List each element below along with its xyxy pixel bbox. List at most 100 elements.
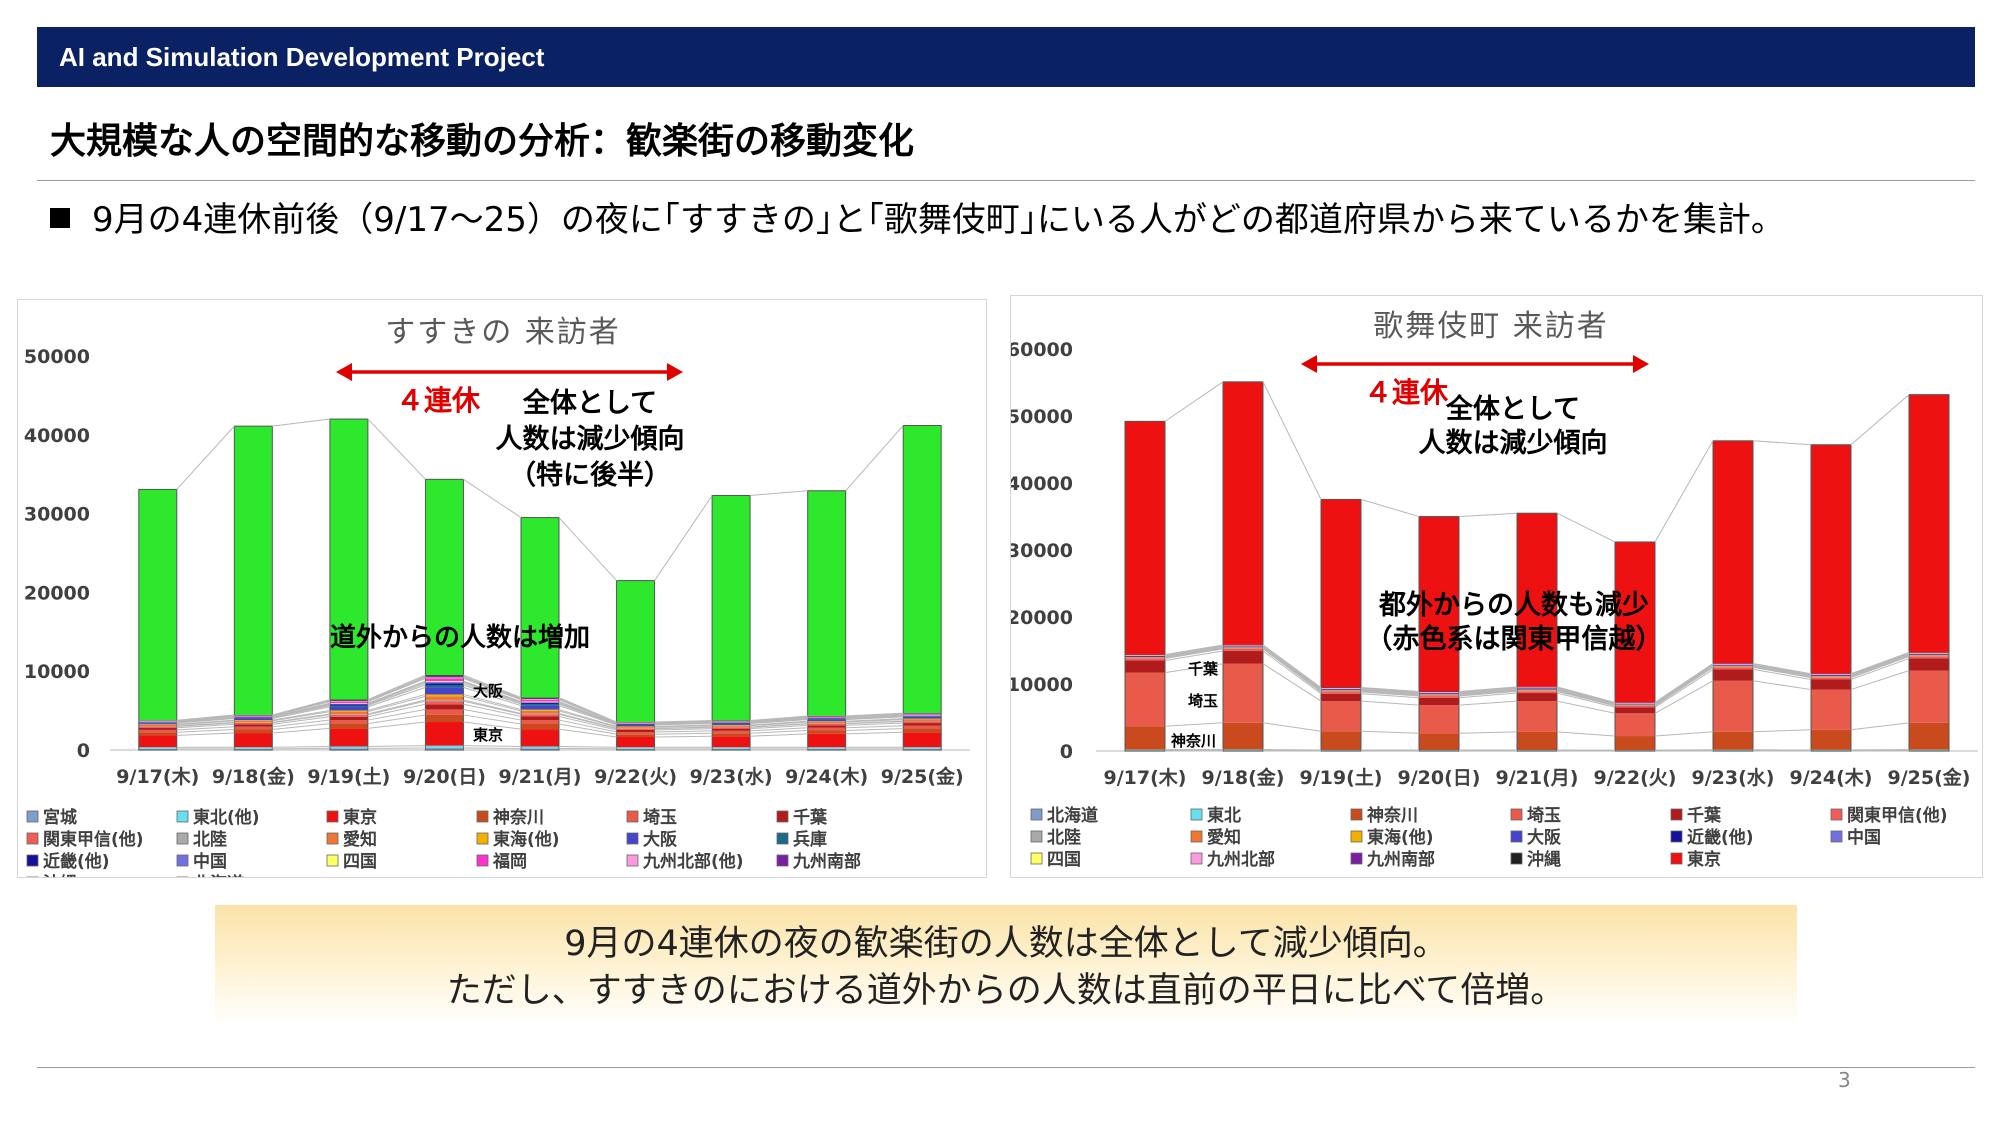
legend-label: 九州北部 [1206, 849, 1275, 870]
series-connector-line [367, 681, 426, 705]
series-connector-line [654, 726, 713, 729]
series-connector-line [1752, 440, 1812, 446]
bar-segment [329, 728, 368, 747]
bar-segment [138, 747, 177, 749]
bar-segment [616, 732, 655, 735]
bar-segment [1517, 690, 1557, 692]
bar-segment [1321, 691, 1361, 693]
series-connector-line [1556, 690, 1616, 706]
x-tick-label: 9/21(月) [1496, 767, 1579, 789]
series-connector-line [463, 681, 522, 703]
series-connector-line [272, 709, 330, 721]
bar-segment [1321, 731, 1361, 750]
bar-segment [521, 716, 559, 721]
bar-segment [1615, 704, 1655, 705]
series-connector-line [1164, 646, 1224, 658]
bar-segment [521, 723, 559, 730]
bar-segment [1615, 705, 1655, 708]
bar-outline [233, 425, 273, 751]
series-connector-line [367, 418, 426, 480]
overall-trend-note: 人数は減少傾向 [1419, 427, 1608, 459]
series-connector-line [176, 732, 235, 736]
legend-swatch [176, 854, 189, 867]
bar-outline [1418, 516, 1460, 752]
bar-segment [1125, 672, 1165, 727]
series-connector-line [1850, 654, 1910, 677]
bar-segment [1321, 499, 1361, 688]
bar-segment [712, 723, 751, 726]
bar-segment [712, 730, 751, 734]
series-connector-line [367, 676, 426, 702]
series-connector-line [176, 723, 235, 729]
series-connector-line [654, 495, 713, 581]
x-tick-label: 9/24(木) [785, 765, 868, 788]
bar-segment [1615, 750, 1655, 751]
series-connector-line [1458, 689, 1518, 695]
bar-segment [903, 425, 942, 714]
bar-segment [807, 723, 846, 726]
bar-segment [1811, 689, 1851, 730]
bar-segment [1321, 693, 1361, 702]
bar-segment [903, 718, 942, 720]
series-connector-line [558, 709, 617, 727]
bar-segment [712, 728, 751, 731]
bar-segment [1909, 655, 1949, 657]
bar-segment [903, 714, 942, 716]
legend-label: 東京 [343, 807, 377, 828]
bar-segment [903, 716, 942, 719]
series-connector-line [1752, 668, 1812, 681]
series-connector-line [463, 693, 522, 711]
series-connector-line [272, 706, 330, 720]
series-connector-line [1654, 731, 1714, 737]
summary-box: 9月の4連休の夜の歓楽街の人数は全体として減少傾向。 ただし、すすきのにおける道… [215, 905, 1797, 1028]
series-connector-line [558, 710, 617, 728]
outside-decrease-note: 都外からの人数も減少 [1378, 590, 1649, 621]
summary-line-1: 9月の4連休の夜の歓楽街の人数は全体として減少傾向。 [564, 924, 1448, 964]
bar-segment [1811, 749, 1851, 751]
legend-label: 愛知 [343, 829, 377, 850]
bar-segment [616, 747, 655, 749]
bar-segment [521, 709, 559, 711]
legend-label: 神奈川 [493, 807, 544, 828]
bar-segment [425, 479, 464, 676]
legend-swatch [476, 810, 489, 823]
series-connector-line [845, 720, 904, 724]
overall-trend-note: （特に後半） [509, 460, 671, 491]
bar-segment [807, 727, 846, 731]
series-connector-line [750, 715, 808, 722]
holiday-arrow-left-head [1301, 355, 1317, 373]
bar-segment [1811, 677, 1851, 680]
bar-segment [425, 687, 464, 695]
chart-title: 歌舞伎町 来訪者 [1373, 309, 1609, 344]
kabukicho-chart-panel: 歌舞伎町 来訪者 0 10000 20000 30000 40000 50000 60000 9… [1010, 295, 1983, 878]
series-connector-line [750, 722, 808, 728]
bar-segment [1419, 516, 1459, 692]
bar-segment [425, 682, 464, 684]
bar-segment [1713, 440, 1753, 664]
series-connector-line [558, 705, 617, 726]
bar-segment [521, 699, 559, 702]
legend-label: 東海(他) [1367, 827, 1434, 848]
chart-title: すすきの 来訪者 [385, 315, 621, 350]
series-connector-line [176, 726, 235, 731]
overall-trend-note: 全体として [522, 387, 657, 419]
bar-segment [712, 748, 751, 750]
y-tick-label: 0 [1060, 741, 1073, 763]
bar-segment [1713, 666, 1753, 667]
bar-segment [1223, 722, 1263, 750]
bar-segment [903, 747, 942, 749]
legend-swatch [476, 832, 489, 845]
legend-label: 沖縄 [43, 873, 77, 877]
series-connector-line [272, 723, 330, 731]
bar-segment [1811, 676, 1851, 678]
bar-segment [1517, 693, 1557, 702]
bar-segment [425, 683, 464, 685]
series-connector-line [367, 693, 426, 711]
legend-swatch [1030, 808, 1043, 821]
holiday-arrow-right-head [1633, 355, 1649, 373]
series-connector-line [1752, 680, 1812, 691]
series-connector-line [1164, 644, 1224, 656]
series-connector-line [463, 686, 522, 707]
bar-segment [712, 727, 751, 729]
bar-segment [616, 725, 655, 727]
